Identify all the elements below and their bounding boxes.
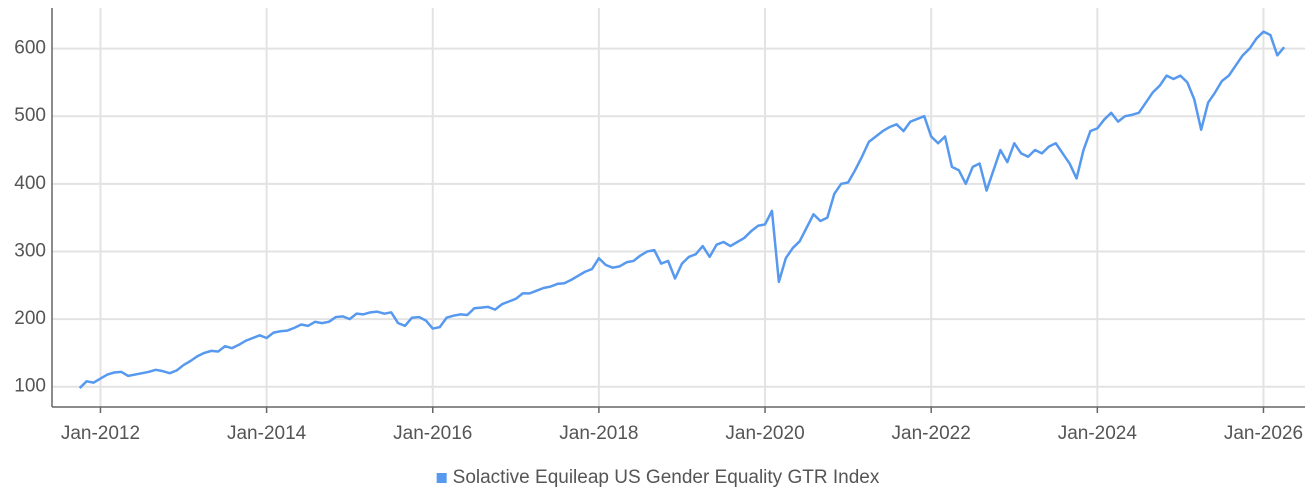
x-tick-label: Jan-2026 [1224,423,1303,444]
legend-label: Solactive Equileap US Gender Equality GT… [453,467,880,488]
y-tick-label: 100 [14,376,46,397]
y-tick-label: 400 [14,173,46,194]
x-tick-label: Jan-2012 [61,423,140,444]
x-tick-label: Jan-2018 [559,423,638,444]
x-tick-label: Jan-2014 [227,423,307,444]
x-tick-label: Jan-2020 [725,423,804,444]
x-tick-label: Jan-2022 [892,423,971,444]
y-tick-label: 300 [14,240,46,261]
x-tick-label: Jan-2016 [393,423,472,444]
y-tick-label: 500 [14,105,46,126]
y-tick-label: 200 [14,308,46,329]
y-tick-label: 600 [14,38,46,59]
line-series [78,30,1286,389]
x-tick-label: Jan-2024 [1058,423,1138,444]
legend-swatch [436,473,447,483]
